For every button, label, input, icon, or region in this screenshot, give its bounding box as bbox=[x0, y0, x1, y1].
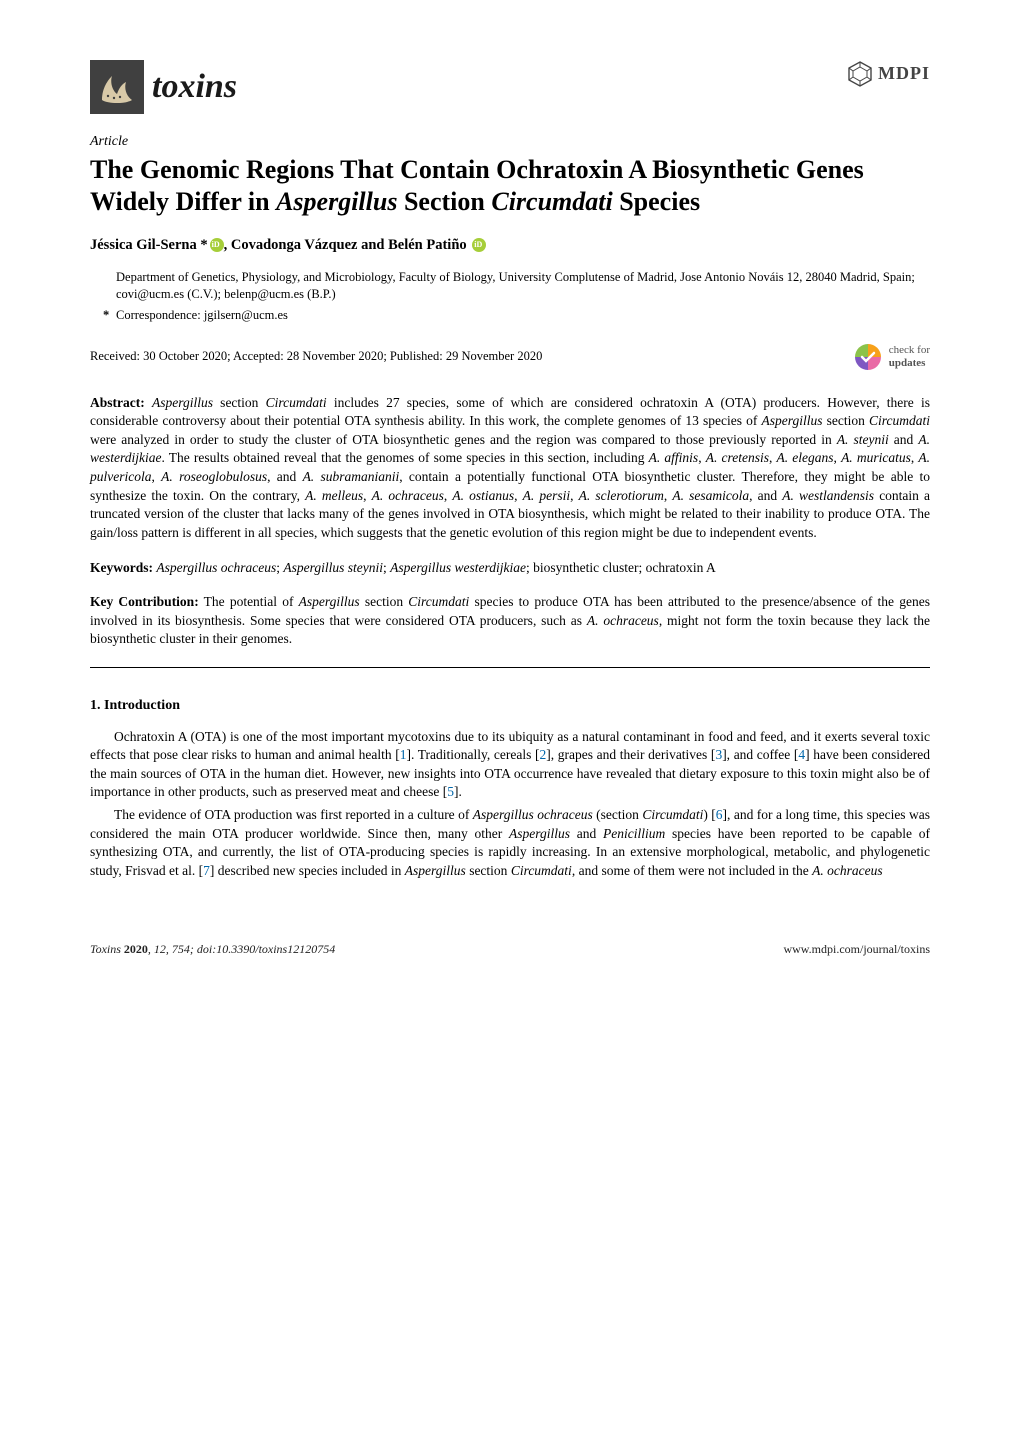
check-updates-line2: updates bbox=[889, 357, 930, 369]
key-contribution-block: Key Contribution: The potential of Asper… bbox=[90, 593, 930, 649]
page-footer: Toxins 2020, 12, 754; doi:10.3390/toxins… bbox=[90, 941, 930, 958]
correspondence: *Correspondence: jgilsern@ucm.es bbox=[116, 307, 930, 324]
title-seg-2: Aspergillus bbox=[276, 187, 397, 216]
check-updates-line1: check for bbox=[889, 344, 930, 356]
mdpi-hex-icon bbox=[846, 60, 874, 88]
title-seg-4: Circumdati bbox=[491, 187, 612, 216]
keywords-block: Keywords: Aspergillus ochraceus; Aspergi… bbox=[90, 559, 930, 578]
publisher-name: MDPI bbox=[878, 61, 930, 86]
authors-line: Jéssica Gil-Serna * , Covadonga Vázquez a… bbox=[90, 235, 930, 255]
ref-link[interactable]: 4 bbox=[798, 747, 805, 762]
footer-left: Toxins 2020, 12, 754; doi:10.3390/toxins… bbox=[90, 941, 335, 958]
orcid-icon[interactable] bbox=[472, 238, 486, 252]
footer-right: www.mdpi.com/journal/toxins bbox=[783, 941, 930, 958]
correspondence-text: Correspondence: jgilsern@ucm.es bbox=[116, 308, 288, 322]
ref-link[interactable]: 2 bbox=[539, 747, 546, 762]
keywords-label: Keywords: bbox=[90, 560, 153, 575]
publisher-logo: MDPI bbox=[846, 60, 930, 88]
ref-link[interactable]: 6 bbox=[716, 807, 723, 822]
dates-row: Received: 30 October 2020; Accepted: 28 … bbox=[90, 342, 930, 372]
ref-link[interactable]: 1 bbox=[400, 747, 407, 762]
author-sep: , Covadonga Vázquez and Belén Patiño bbox=[224, 237, 471, 253]
article-title: The Genomic Regions That Contain Ochrato… bbox=[90, 154, 930, 219]
abstract-label: Abstract: bbox=[90, 395, 145, 410]
article-dates: Received: 30 October 2020; Accepted: 28 … bbox=[90, 348, 542, 366]
author-1: Jéssica Gil-Serna * bbox=[90, 237, 208, 253]
title-seg-5: Species bbox=[613, 187, 700, 216]
footer-citation: , 12, 754; doi:10.3390/toxins12120754 bbox=[148, 942, 335, 956]
ref-link[interactable]: 7 bbox=[203, 863, 210, 878]
orcid-icon[interactable] bbox=[210, 238, 224, 252]
keycontrib-label: Key Contribution: bbox=[90, 594, 199, 609]
ref-link[interactable]: 5 bbox=[447, 784, 454, 799]
affiliation: Department of Genetics, Physiology, and … bbox=[116, 269, 930, 303]
journal-name: toxins bbox=[152, 63, 237, 111]
check-for-updates-badge[interactable]: check for updates bbox=[853, 342, 930, 372]
horizontal-separator bbox=[90, 667, 930, 668]
header-row: toxins MDPI bbox=[90, 60, 930, 114]
check-updates-icon bbox=[853, 342, 883, 372]
intro-paragraph-1: Ochratoxin A (OTA) is one of the most im… bbox=[90, 728, 930, 803]
correspondence-asterisk: * bbox=[103, 307, 116, 324]
footer-year: 2020 bbox=[124, 942, 148, 956]
journal-logo-block: toxins bbox=[90, 60, 237, 114]
toxins-logo-icon bbox=[90, 60, 144, 114]
footer-journal: Toxins bbox=[90, 942, 124, 956]
article-type-label: Article bbox=[90, 132, 930, 152]
section-heading-intro: 1. Introduction bbox=[90, 696, 930, 716]
abstract-block: Abstract: Aspergillus section Circumdati… bbox=[90, 394, 930, 543]
intro-paragraph-2: The evidence of OTA production was first… bbox=[90, 806, 930, 881]
ref-link[interactable]: 3 bbox=[715, 747, 722, 762]
title-seg-3: Section bbox=[397, 187, 491, 216]
